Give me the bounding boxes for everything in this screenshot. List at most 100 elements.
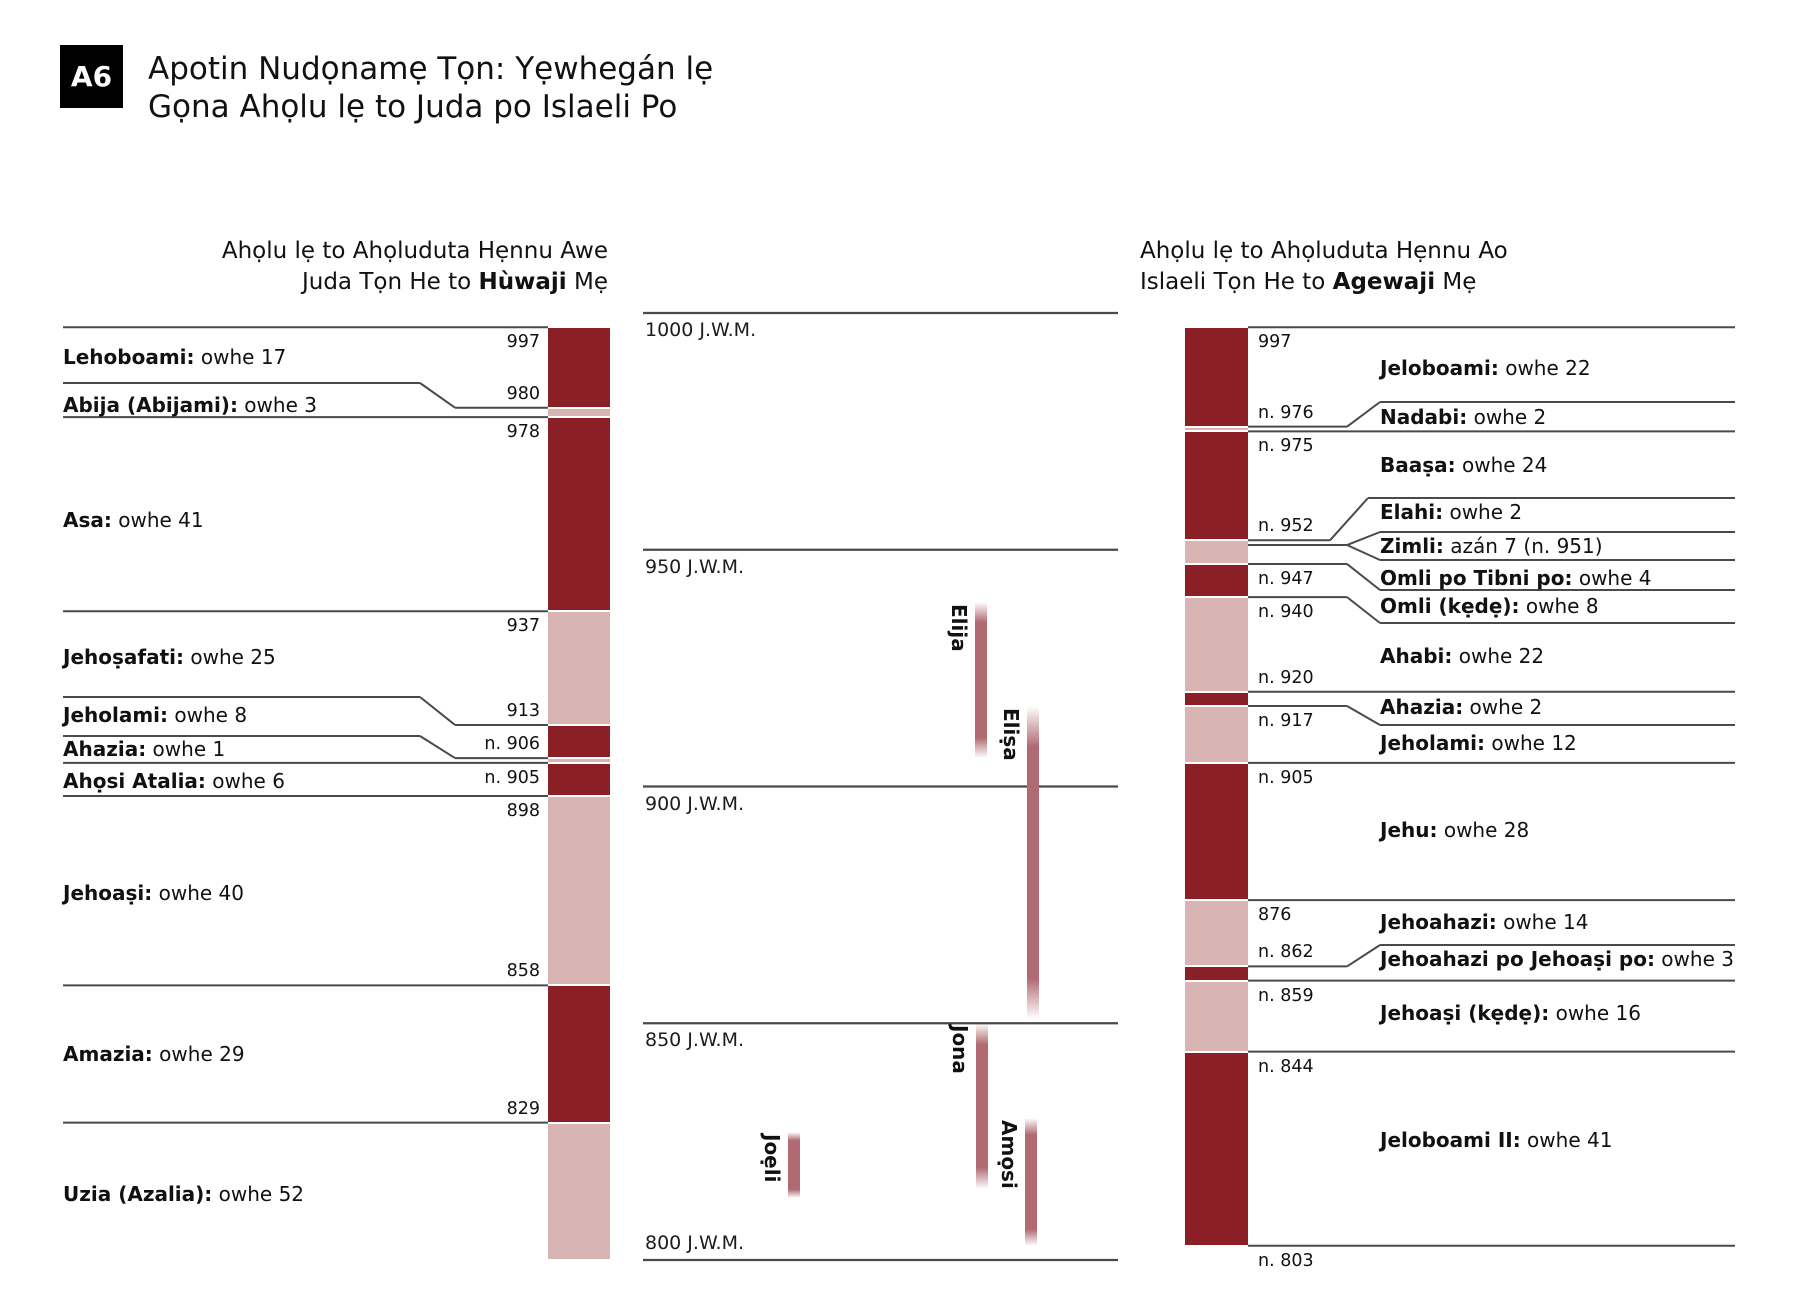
israel-reign-label: Elahi: owhe 2 [1380, 500, 1523, 524]
israel-reign-label: Ahazia: owhe 2 [1380, 695, 1543, 719]
title-line2: Gọna Ahọlu lẹ to Juda po Islaeli Po [148, 89, 678, 125]
prophet-label-joẹli: Joẹli [760, 1134, 784, 1183]
israel-reign-label: Jeholami: owhe 12 [1380, 731, 1577, 755]
judah-bar-segment [548, 763, 610, 795]
israel-separator-elbow [1346, 596, 1381, 624]
judah-reign-label: Jehoṣafati: owhe 25 [63, 645, 276, 669]
israel-year-label: n. 859 [1258, 985, 1314, 1006]
timeline-tick-label: 900 J.W.M. [645, 792, 745, 815]
israel-year-label: n. 803 [1258, 1250, 1314, 1271]
israel-year-label: n. 947 [1258, 568, 1314, 589]
israel-header-line1: Ahọlu lẹ to Ahọluduta Hẹnnu Ao [1140, 238, 1508, 264]
judah-reign-label: Jeholami: owhe 8 [63, 703, 248, 727]
judah-separator-elbow [419, 382, 456, 409]
timeline-tick-label: 950 J.W.M. [645, 555, 745, 578]
judah-year-label: 997 [506, 332, 540, 353]
page-title: Apotin Nudọnamẹ Tọn: Yẹwhegán lẹ Gọna Ah… [148, 50, 713, 126]
judah-header-line1: Ahọlu lẹ to Ahọluduta Hẹnnu Awe [221, 238, 608, 264]
israel-reign-label: Omli po Tibni po: owhe 4 [1380, 566, 1652, 590]
israel-year-label: n. 905 [1258, 767, 1314, 788]
israel-reign-label: Nadabi: owhe 2 [1380, 405, 1547, 429]
israel-year-label: n. 975 [1258, 436, 1314, 457]
israel-year-label: n. 976 [1258, 402, 1314, 423]
israel-bar-segment [1185, 432, 1248, 540]
timeline-tick-label: 800 J.W.M. [645, 1232, 745, 1254]
judah-year-label: n. 906 [484, 734, 540, 755]
israel-bar-segment [1185, 564, 1248, 597]
israel-reign-label: Jehu: owhe 28 [1380, 818, 1530, 842]
figure-badge: A6 [60, 45, 123, 108]
judah-separator-elbow [419, 735, 456, 759]
judah-bar-segment [548, 759, 610, 762]
israel-bar-segment [1185, 981, 1248, 1051]
israel-bar-segment [1185, 541, 1248, 563]
judah-column-header: Ahọlu lẹ to Ahọluduta Hẹnnu Awe Juda Tọn… [150, 236, 608, 298]
israel-separator-elbow [1346, 544, 1381, 561]
israel-reign-label: Zimli: azán 7 (n. 951) [1380, 534, 1603, 558]
israel-separator-elbow [1346, 401, 1381, 428]
judah-reign-label: Asa: owhe 41 [63, 508, 204, 532]
israel-bar-segment [1185, 707, 1248, 762]
judah-bar-segment [548, 418, 610, 611]
judah-year-label: 937 [506, 616, 540, 637]
prophet-label-amọsi: Amọsi [997, 1119, 1021, 1189]
timeline-tick-label: 850 J.W.M. [645, 1029, 745, 1052]
prophet-bar-eliṣa [1027, 706, 1039, 1019]
prophet-bar-jona [976, 1023, 988, 1189]
israel-year-label: 876 [1258, 905, 1292, 926]
israel-separator-elbow [1346, 944, 1381, 968]
prophet-label-jona: Jona [948, 1025, 972, 1075]
israel-header-line2: Islaeli Tọn He to Agewaji Mẹ [1140, 269, 1477, 295]
judah-bar-segment [548, 725, 610, 758]
judah-year-label: 980 [506, 383, 540, 404]
israel-year-label: n. 952 [1258, 516, 1314, 537]
israel-year-label: n. 920 [1258, 667, 1314, 688]
judah-separator-elbow [419, 696, 456, 726]
israel-year-label: 997 [1258, 332, 1292, 353]
israel-bar-segment [1185, 598, 1248, 691]
judah-reign-label: Ahazia: owhe 1 [63, 737, 226, 761]
israel-reign-label: Jehoahazi: owhe 14 [1380, 910, 1589, 934]
israel-separator-elbow [1346, 531, 1381, 546]
title-line1: Apotin Nudọnamẹ Tọn: Yẹwhegán lẹ [148, 51, 714, 87]
judah-bar-segment [548, 408, 610, 417]
israel-separator-elbow [1346, 563, 1381, 591]
israel-year-label: n. 940 [1258, 602, 1314, 623]
israel-separator-elbow [1329, 497, 1369, 541]
israel-bar-segment [1185, 763, 1248, 900]
timeline-tick-label: 1000 J.W.M. [645, 319, 757, 341]
israel-reign-label: Ahabi: owhe 22 [1380, 644, 1545, 668]
israel-bar-segment [1185, 427, 1248, 431]
israel-bar-segment [1185, 1052, 1248, 1245]
judah-bar-segment [548, 1123, 610, 1259]
judah-year-label: 898 [506, 800, 540, 821]
judah-reign-label: Ahọsi Atalia: owhe 6 [63, 769, 285, 793]
judah-reign-label: Uzia (Azalia): owhe 52 [63, 1182, 305, 1206]
judah-header-line2: Juda Tọn He to Hùwaji Mẹ [301, 269, 608, 295]
judah-bar-segment [548, 328, 610, 407]
judah-year-label: 978 [506, 422, 540, 443]
judah-reign-label: Abija (Abijami): owhe 3 [63, 393, 317, 417]
judah-reign-label: Jehoaṣi: owhe 40 [63, 881, 244, 905]
prophet-label-elija: Elija [947, 603, 971, 652]
israel-bar-segment [1185, 328, 1248, 426]
israel-year-label: n. 862 [1258, 942, 1314, 963]
judah-year-label: 858 [506, 961, 540, 982]
prophet-label-eliṣa: Eliṣa [999, 708, 1023, 761]
prophet-bar-joẹli [788, 1132, 800, 1199]
israel-year-label: n. 917 [1258, 711, 1314, 731]
judah-reign-label: Amazia: owhe 29 [63, 1042, 245, 1066]
israel-reign-label: Jehoahazi po Jehoaṣi po: owhe 3 [1380, 947, 1734, 971]
israel-reign-label: Jeloboami: owhe 22 [1380, 356, 1591, 380]
israel-reign-label: Jehoaṣi (kẹdẹ): owhe 16 [1380, 1001, 1641, 1025]
judah-year-label: 913 [506, 700, 540, 721]
israel-column-header: Ahọlu lẹ to Ahọluduta Hẹnnu Ao Islaeli T… [1140, 236, 1660, 298]
judah-year-label: 829 [506, 1098, 540, 1119]
israel-bar-segment [1185, 692, 1248, 705]
judah-year-label: n. 905 [484, 767, 540, 788]
israel-separator-elbow [1346, 705, 1381, 726]
israel-bar-segment [1185, 967, 1248, 980]
judah-bar-segment [548, 986, 610, 1122]
israel-bar-segment [1185, 901, 1248, 966]
